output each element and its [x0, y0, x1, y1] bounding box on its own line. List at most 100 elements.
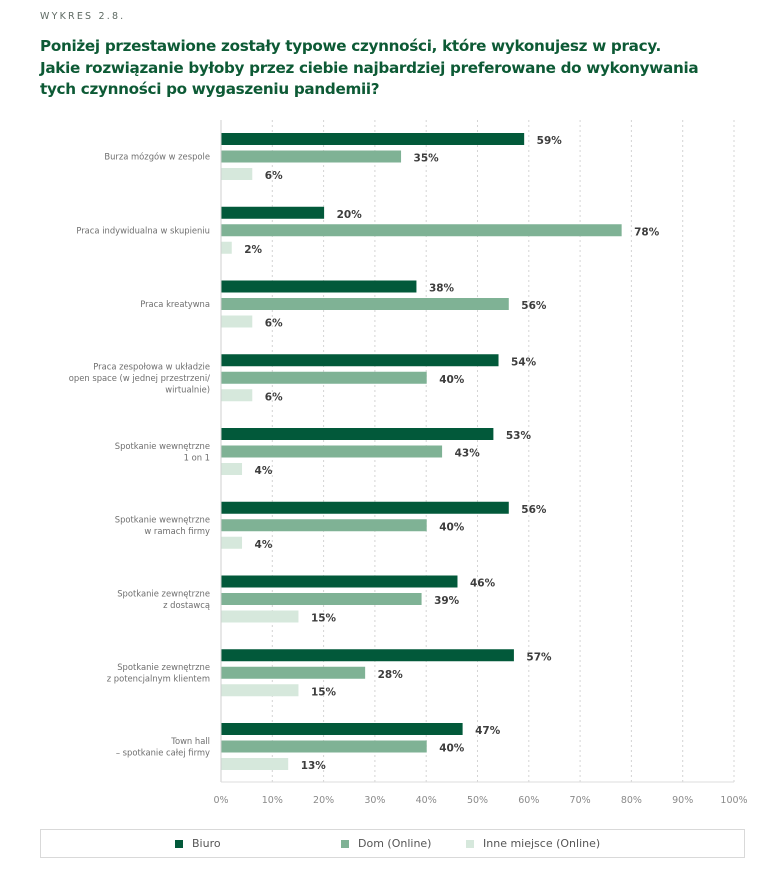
legend-label-dom: Dom (Online)	[358, 837, 432, 850]
category-label: Burza mózgów w zespole	[104, 152, 210, 162]
bar-dom	[221, 224, 622, 237]
bar-biuro	[221, 501, 509, 514]
x-tick-label: 40%	[416, 795, 437, 806]
data-label-biuro: 56%	[521, 504, 547, 516]
bar-dom	[221, 298, 509, 310]
bar-chart: 0% 10% 20% 30% 40% 50% 60% 70% 80% 90% 100% 59% 35% 6…	[69, 120, 748, 806]
bar-biuro	[221, 649, 514, 662]
data-label-inne: 13%	[301, 760, 327, 772]
bar-dom	[221, 593, 422, 605]
bar-inne	[221, 536, 243, 549]
category-label-line: – spotkanie całej firmy	[116, 747, 210, 757]
data-label-dom: 28%	[378, 669, 404, 681]
category-label-line: Town hall	[170, 736, 210, 746]
bar-inne	[221, 758, 289, 770]
x-tick-label: 20%	[313, 795, 334, 806]
chart-title-line: Poniżej przestawione zostały typowe czyn…	[40, 37, 662, 55]
data-label-biuro: 38%	[429, 283, 455, 295]
category-label-line: Praca zespołowa w układzie	[93, 361, 210, 371]
legend-swatch-inne	[466, 839, 474, 848]
data-label-biuro: 54%	[511, 356, 537, 368]
bar-inne	[221, 389, 253, 402]
bar-dom	[221, 740, 427, 753]
x-tick-label: 100%	[720, 795, 747, 806]
data-label-dom: 56%	[521, 300, 547, 312]
category-label-line: Praca kreatywna	[140, 299, 210, 309]
data-label-dom: 35%	[414, 153, 440, 165]
legend-item-inne: Inne miejsce (Online)	[466, 830, 600, 857]
category-label: Spotkanie zewnętrzne z potencjalnym klien…	[107, 662, 210, 684]
x-tick-label: 80%	[621, 795, 642, 806]
bar-dom	[221, 371, 427, 384]
bar-dom	[221, 519, 427, 532]
chart-legend: Biuro Dom (Online) Inne miejsce (Online)	[40, 829, 745, 858]
bar-biuro	[221, 354, 499, 367]
data-label-inne: 6%	[265, 170, 283, 182]
legend-item-dom: Dom (Online)	[341, 830, 431, 857]
category-label-line: z potencjalnym klientem	[107, 674, 210, 684]
data-label-inne: 4%	[255, 539, 273, 551]
bar-dom	[221, 445, 443, 458]
chart-title: Poniżej przestawione zostały typowe czyn…	[40, 36, 760, 101]
legend-swatch-dom	[341, 839, 349, 848]
x-tick-label: 0%	[213, 795, 228, 806]
data-label-inne: 15%	[311, 613, 337, 625]
category-label: Praca zespołowa w układzie open space (w …	[69, 361, 210, 394]
category-label-line: Burza mózgów w zespole	[104, 152, 210, 162]
data-label-dom: 43%	[455, 448, 481, 460]
data-label-biuro: 20%	[337, 209, 363, 221]
category-label: Praca indywidualna w skupieniu	[76, 225, 210, 235]
data-label-biuro: 53%	[506, 430, 532, 442]
bar-biuro	[221, 723, 463, 735]
category-label: Spotkanie zewnętrzne z dostawcą	[117, 588, 210, 610]
chart-title-line: tych czynności po wygaszeniu pandemii?	[40, 80, 380, 98]
bar-inne	[221, 315, 253, 328]
category-label-line: Spotkanie zewnętrzne	[117, 588, 210, 598]
x-tick-label: 90%	[672, 795, 693, 806]
category-label: Spotkanie wewnętrzne w ramach firmy	[115, 515, 210, 537]
bar-inne	[221, 463, 243, 475]
x-tick-label: 30%	[364, 795, 385, 806]
legend-label-inne: Inne miejsce (Online)	[483, 837, 601, 850]
category-label-line: Spotkanie zewnętrzne	[117, 662, 210, 672]
data-label-dom: 40%	[439, 521, 465, 533]
category-label-line: 1 on 1	[184, 452, 210, 462]
category-label-line: z dostawcą	[163, 600, 210, 610]
category-label-line: open space (w jednej przestrzeni/	[69, 373, 210, 383]
category-label: Town hall – spotkanie całej firmy	[116, 736, 210, 758]
bar-biuro	[221, 428, 494, 440]
bar-dom	[221, 666, 366, 679]
data-label-biuro: 57%	[526, 651, 552, 663]
category-label-line: Spotkanie wewnętrzne	[115, 441, 210, 451]
x-tick-label: 60%	[518, 795, 539, 806]
category-label-line: wirtualnie)	[165, 384, 210, 394]
data-label-inne: 4%	[255, 465, 273, 477]
data-label-inne: 2%	[244, 244, 262, 256]
bar-biuro	[221, 206, 325, 219]
x-tick-label: 50%	[467, 795, 488, 806]
bar-inne	[221, 168, 253, 180]
data-label-dom: 40%	[439, 743, 465, 755]
data-label-dom: 78%	[634, 226, 660, 238]
data-label-dom: 40%	[439, 374, 465, 386]
data-label-biuro: 46%	[470, 578, 496, 590]
bar-inne	[221, 684, 299, 697]
bar-dom	[221, 150, 402, 163]
legend-item-biuro: Biuro	[175, 830, 221, 857]
legend-label-biuro: Biuro	[192, 837, 221, 850]
category-label-line: Spotkanie wewnętrzne	[115, 515, 210, 525]
chart-title-line: Jakie rozwiązanie byłoby przez ciebie na…	[40, 58, 699, 77]
category-label: Praca kreatywna	[140, 299, 210, 309]
category-label-line: Praca indywidualna w skupieniu	[76, 225, 210, 235]
bar-inne	[221, 241, 232, 254]
bar-biuro	[221, 280, 417, 293]
data-label-inne: 6%	[265, 391, 283, 403]
data-label-dom: 39%	[434, 595, 460, 607]
chart-eyebrow: WYKRES 2.8.	[40, 11, 126, 22]
x-tick-label: 10%	[262, 795, 283, 806]
legend-swatch-biuro	[175, 839, 183, 848]
data-label-biuro: 47%	[475, 725, 501, 737]
category-label: Spotkanie wewnętrzne 1 on 1	[115, 441, 210, 463]
x-tick-label: 70%	[570, 795, 591, 806]
data-label-biuro: 59%	[537, 135, 563, 147]
